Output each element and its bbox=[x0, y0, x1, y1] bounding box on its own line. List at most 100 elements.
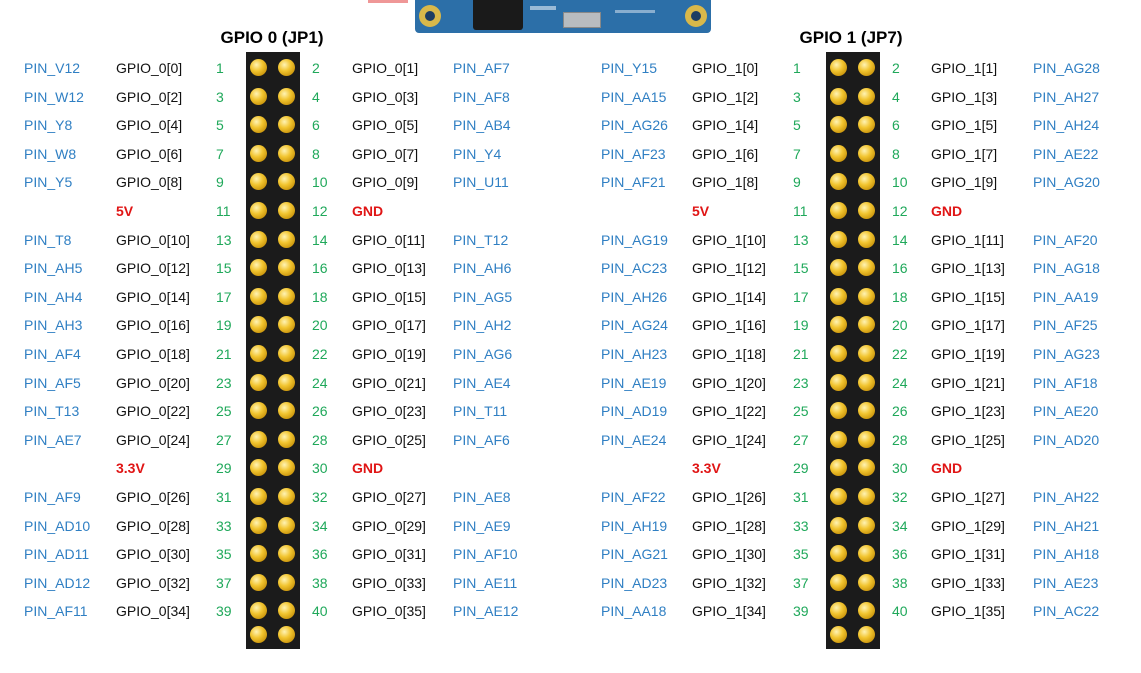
pin-number: 15 bbox=[216, 260, 232, 276]
gpio-signal-label: GPIO_0[10] bbox=[116, 232, 190, 248]
fpga-pin-label: PIN_AD20 bbox=[1033, 432, 1100, 448]
gpio-signal-label: GPIO_0[32] bbox=[116, 575, 190, 591]
gpio-signal-label: GPIO_1[18] bbox=[692, 346, 766, 362]
fpga-pin-label: PIN_AG28 bbox=[1033, 60, 1100, 76]
pin-number: 13 bbox=[216, 232, 232, 248]
gpio-signal-label: GPIO_0[5] bbox=[352, 117, 419, 133]
fpga-pin-label: PIN_AD11 bbox=[24, 546, 90, 562]
fpga-pin-label: PIN_AG23 bbox=[1033, 346, 1100, 362]
board-photo bbox=[415, 0, 711, 33]
fpga-pin-label: PIN_AG6 bbox=[453, 346, 513, 362]
pin-number: 24 bbox=[892, 375, 908, 391]
gpio-signal-label: GPIO_1[16] bbox=[692, 317, 766, 333]
gpio-signal-label: GPIO_1[9] bbox=[931, 174, 998, 190]
header-pin-icon bbox=[858, 202, 875, 219]
gpio-signal-label: GPIO_0[24] bbox=[116, 432, 190, 448]
header-pin-icon bbox=[250, 459, 267, 476]
fpga-pin-label: PIN_Y15 bbox=[601, 60, 658, 76]
pin-number: 33 bbox=[793, 518, 809, 534]
gpio-signal-label: GPIO_1[27] bbox=[931, 489, 1005, 505]
fpga-pin-label: PIN_AE12 bbox=[453, 603, 519, 619]
fpga-pin-label: PIN_AG18 bbox=[1033, 260, 1100, 276]
header-pin-icon bbox=[858, 374, 875, 391]
pin-number: 27 bbox=[216, 432, 232, 448]
fpga-pin-label: PIN_AH23 bbox=[601, 346, 668, 362]
pin-number: 1 bbox=[793, 60, 801, 76]
header-pin-icon bbox=[830, 545, 847, 562]
power-label: 5V bbox=[116, 203, 134, 219]
gpio-signal-label: GPIO_0[22] bbox=[116, 403, 190, 419]
header-pin-icon bbox=[278, 173, 295, 190]
fpga-pin-label: PIN_AE24 bbox=[601, 432, 667, 448]
pin-number: 28 bbox=[892, 432, 908, 448]
power-jack-icon bbox=[473, 0, 523, 30]
header-pin-icon bbox=[830, 431, 847, 448]
header-pin-icon bbox=[858, 88, 875, 105]
pin-number: 3 bbox=[216, 89, 224, 105]
fpga-pin-label: PIN_T11 bbox=[453, 403, 508, 419]
fpga-pin-label: PIN_AH19 bbox=[601, 518, 668, 534]
header-pin-icon bbox=[250, 488, 267, 505]
gpio-signal-label: GPIO_0[30] bbox=[116, 546, 190, 562]
fpga-pin-label: PIN_AD23 bbox=[601, 575, 668, 591]
header-pin-icon bbox=[858, 459, 875, 476]
pin-number: 33 bbox=[216, 518, 232, 534]
header-pin-icon bbox=[250, 116, 267, 133]
header-pin-icon bbox=[830, 402, 847, 419]
header-pin-icon bbox=[278, 402, 295, 419]
gpio-signal-label: GPIO_1[8] bbox=[692, 174, 759, 190]
fpga-pin-label: PIN_AH21 bbox=[1033, 518, 1100, 534]
fpga-pin-label: PIN_AF25 bbox=[1033, 317, 1098, 333]
gpio-signal-label: GPIO_1[26] bbox=[692, 489, 766, 505]
header-pin-icon bbox=[830, 602, 847, 619]
pin-number: 39 bbox=[793, 603, 809, 619]
header-pin-icon bbox=[858, 574, 875, 591]
header-title-gpio0: GPIO 0 (JP1) bbox=[220, 28, 324, 47]
pin-number: 36 bbox=[312, 546, 328, 562]
header-pin-icon bbox=[278, 202, 295, 219]
header-pin-icon bbox=[278, 345, 295, 362]
fpga-pin-label: PIN_AA15 bbox=[601, 89, 667, 105]
gpio-signal-label: GPIO_1[24] bbox=[692, 432, 766, 448]
pin-number: 16 bbox=[312, 260, 328, 276]
pin-number: 4 bbox=[892, 89, 900, 105]
header-pin-icon bbox=[830, 116, 847, 133]
fpga-pin-label: PIN_AG26 bbox=[601, 117, 668, 133]
gpio-signal-label: GPIO_0[3] bbox=[352, 89, 419, 105]
pin-number: 7 bbox=[793, 146, 801, 162]
usb-port-icon bbox=[563, 12, 601, 28]
gpio-signal-label: GPIO_0[21] bbox=[352, 375, 426, 391]
pin-number: 4 bbox=[312, 89, 320, 105]
fpga-pin-label: PIN_Y5 bbox=[24, 174, 73, 190]
fpga-pin-label: PIN_AH2 bbox=[453, 317, 512, 333]
fpga-pin-label: PIN_AF23 bbox=[601, 146, 666, 162]
pin-number: 17 bbox=[793, 289, 809, 305]
mounting-hole-icon bbox=[419, 5, 441, 27]
pin-number: 10 bbox=[892, 174, 908, 190]
pin-number: 31 bbox=[216, 489, 232, 505]
gpio-signal-label: GPIO_0[34] bbox=[116, 603, 190, 619]
fpga-pin-label: PIN_AE11 bbox=[453, 575, 518, 591]
fpga-pin-label: PIN_U11 bbox=[453, 174, 509, 190]
fpga-pin-label: PIN_AH18 bbox=[1033, 546, 1100, 562]
header-pin-icon bbox=[830, 316, 847, 333]
header-pin-icon bbox=[830, 517, 847, 534]
gpio-signal-label: GPIO_0[27] bbox=[352, 489, 426, 505]
fpga-pin-label: PIN_AG5 bbox=[453, 289, 513, 305]
fpga-pin-label: PIN_AD19 bbox=[601, 403, 668, 419]
header-pin-icon bbox=[830, 59, 847, 76]
fpga-pin-label: PIN_AF11 bbox=[24, 603, 88, 619]
fpga-pin-label: PIN_AF22 bbox=[601, 489, 666, 505]
fpga-pin-label: PIN_AC22 bbox=[1033, 603, 1100, 619]
header-pin-icon bbox=[250, 431, 267, 448]
header-pin-icon bbox=[278, 545, 295, 562]
pin-number: 13 bbox=[793, 232, 809, 248]
fpga-pin-label: PIN_AE9 bbox=[453, 518, 511, 534]
header-pin-icon bbox=[830, 202, 847, 219]
gpio-signal-label: GPIO_1[14] bbox=[692, 289, 766, 305]
gpio-signal-label: GPIO_1[13] bbox=[931, 260, 1005, 276]
gpio-signal-label: GPIO_1[1] bbox=[931, 60, 998, 76]
ground-label: GND bbox=[352, 203, 384, 219]
pin-number: 24 bbox=[312, 375, 328, 391]
pin-number: 11 bbox=[793, 203, 808, 219]
